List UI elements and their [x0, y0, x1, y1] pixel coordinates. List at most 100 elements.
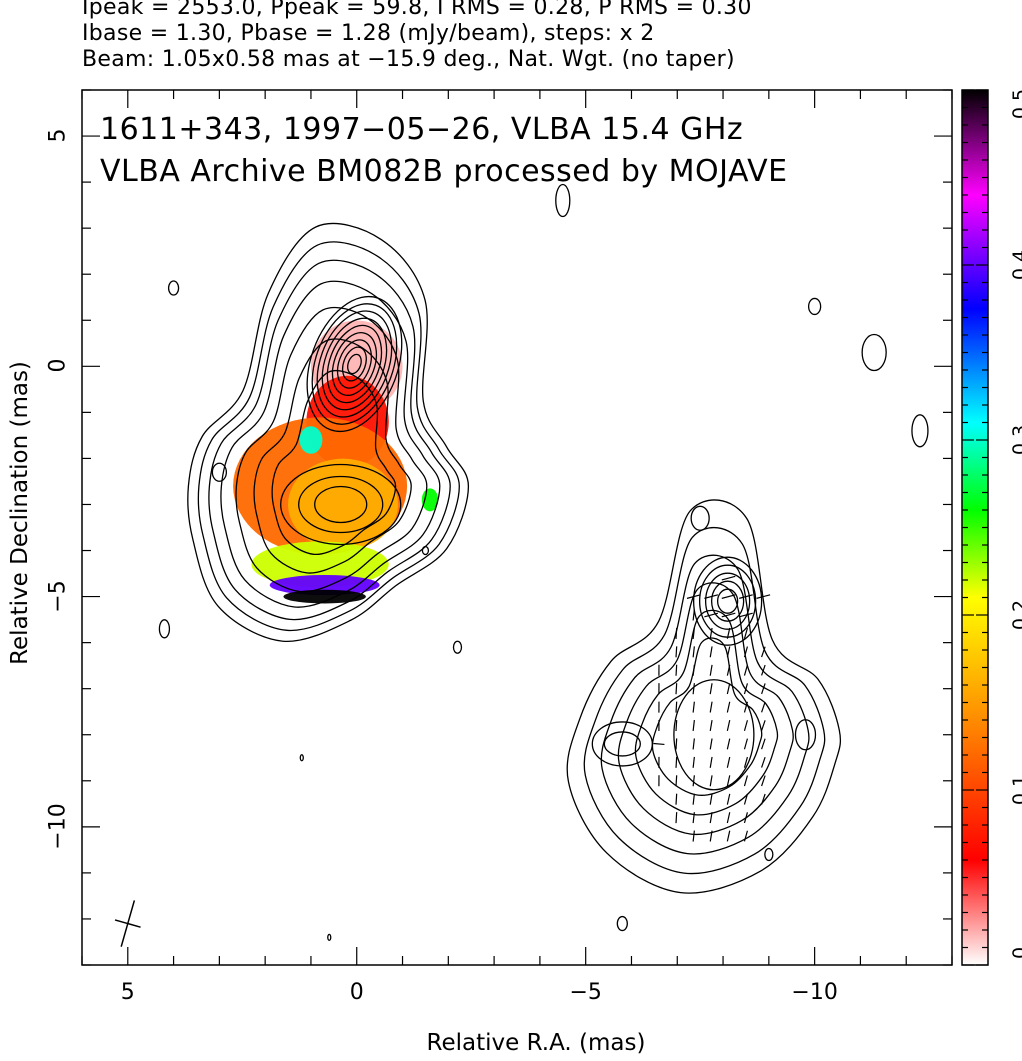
noise-contour-6: [807, 297, 822, 316]
polarization-vector-81: [743, 812, 749, 824]
noise-contour-4: [452, 640, 463, 654]
polarization-vector-73: [709, 793, 713, 805]
polarization-vector-59: [692, 756, 695, 768]
noise-contour-7: [861, 333, 887, 372]
polarization-vector-10: [739, 612, 753, 618]
polarization-vector-65: [675, 775, 678, 787]
contour-core-1: [306, 295, 403, 433]
x-tick-label: −5: [569, 980, 602, 1005]
polarization-vector-61: [726, 756, 731, 768]
polarization-vector-1: [721, 575, 736, 581]
polarization-vector-21: [761, 646, 766, 658]
polarization-vector-63: [761, 756, 766, 768]
contour-sw-3: [600, 554, 810, 855]
polarization-vector-75: [743, 793, 749, 805]
polarization-vector-45: [692, 719, 695, 732]
contour-main-2: [197, 241, 460, 632]
contour-core-5: [326, 324, 383, 404]
y-tick-label: −5: [45, 579, 71, 613]
polarization-vector-25: [709, 664, 713, 676]
contour-sw-5: [634, 609, 779, 816]
polarization-vector-50: [653, 742, 665, 746]
polarization-vector-8: [704, 612, 719, 618]
y-tick-label: 0: [45, 358, 71, 373]
noise-contour-13: [327, 933, 332, 942]
polarization-vector-39: [709, 701, 713, 713]
polarization-vector-47: [726, 720, 731, 732]
polarization-vector-35: [761, 683, 766, 695]
polarization-vector-82: [692, 830, 695, 842]
noise-contour-8: [911, 414, 929, 448]
noise-contour-10: [764, 847, 774, 862]
contour-core-3: [316, 310, 393, 418]
polarization-vector-56: [761, 738, 766, 750]
contour-core-8: [341, 346, 367, 382]
contour-core-7: [336, 339, 372, 389]
polarization-vector-42: [761, 701, 766, 713]
contour-main-6: [253, 338, 412, 574]
archive-annotation: VLBA Archive BM082B processed by MOJAVE: [100, 154, 788, 189]
contour-sw-sub-1: [591, 721, 653, 767]
polarization-vector-69: [743, 775, 749, 787]
polarization-vector-77: [675, 812, 678, 824]
x-tick-label: 0: [349, 980, 364, 1005]
polarization-vector-76: [761, 793, 766, 805]
polarization-vector-84: [726, 830, 731, 842]
contour-sw-2: [583, 526, 826, 875]
noise-contour-9: [690, 505, 710, 531]
colorbar-tick-label: 0.4: [1009, 249, 1022, 281]
polarization-vector-26: [726, 664, 731, 676]
contour-knot-2: [298, 475, 384, 534]
colormap-component-jet-edge-b: [283, 589, 366, 604]
beam-minor-axis: [114, 919, 141, 928]
noise-contour-3: [158, 619, 171, 639]
contour-core-6: [331, 332, 378, 396]
header-line-2: Ibase = 1.30, Pbase = 1.28 (mJy/beam), s…: [82, 21, 655, 46]
contour-core-9: [347, 353, 362, 375]
polarization-vector-48: [743, 720, 749, 731]
polarization-vector-5: [739, 594, 753, 599]
noise-contour-12: [299, 754, 304, 762]
noise-contour-5: [555, 183, 571, 218]
polarization-vectors: [653, 575, 771, 842]
contour-sw-sub-4: [673, 679, 755, 791]
polarization-vector-54: [726, 738, 731, 750]
contour-main-5: [235, 306, 428, 593]
colormap-component-jet-base: [251, 541, 389, 588]
polarization-vector-60: [709, 756, 713, 768]
polarization-vector-15: [743, 627, 749, 639]
header-line-3: Beam: 1.05x0.58 mas at −15.9 deg., Nat. …: [82, 47, 735, 72]
noise-contour-11: [616, 915, 628, 932]
polarization-vector-58: [675, 756, 678, 768]
polarization-vector-9: [721, 612, 736, 618]
polarization-vector-46: [709, 720, 713, 732]
polarization-vector-33: [726, 683, 731, 695]
y-tick-label: 5: [45, 128, 71, 143]
polarization-vector-4: [721, 594, 736, 599]
colorbar-tick-label: 0.5: [1009, 88, 1022, 120]
polarization-vector-12: [692, 627, 695, 639]
contour-sw-knot-2: [698, 564, 757, 638]
polarization-vector-27: [743, 664, 749, 676]
polarization-vector-6: [756, 594, 771, 599]
polarization-vector-3: [704, 594, 719, 599]
polarization-vector-34: [743, 683, 749, 695]
contour-sw-6: [651, 637, 763, 796]
contour-sw-knot-4: [710, 580, 745, 622]
polarization-vector-72: [692, 793, 695, 805]
polarization-vector-28: [761, 664, 766, 676]
colormap-component-north-tip: [299, 426, 323, 454]
polarization-vector-74: [726, 793, 731, 805]
polarization-vector-31: [692, 683, 695, 695]
polarization-vector-44: [675, 720, 678, 732]
polarization-vector-62: [743, 756, 749, 768]
polarization-vector-7: [692, 609, 695, 621]
contour-sw-1: [566, 499, 842, 894]
polarization-vector-23: [675, 664, 678, 676]
contour-core-2: [311, 303, 398, 425]
x-axis-label: Relative R.A. (mas): [426, 1030, 646, 1056]
polarization-vector-85: [743, 830, 749, 842]
polarization-vector-49: [761, 720, 766, 731]
header-line-1: Ipeak = 2553.0, Ppeak = 59.8, I RMS = 0.…: [82, 0, 752, 20]
noise-contour-2: [211, 462, 228, 482]
